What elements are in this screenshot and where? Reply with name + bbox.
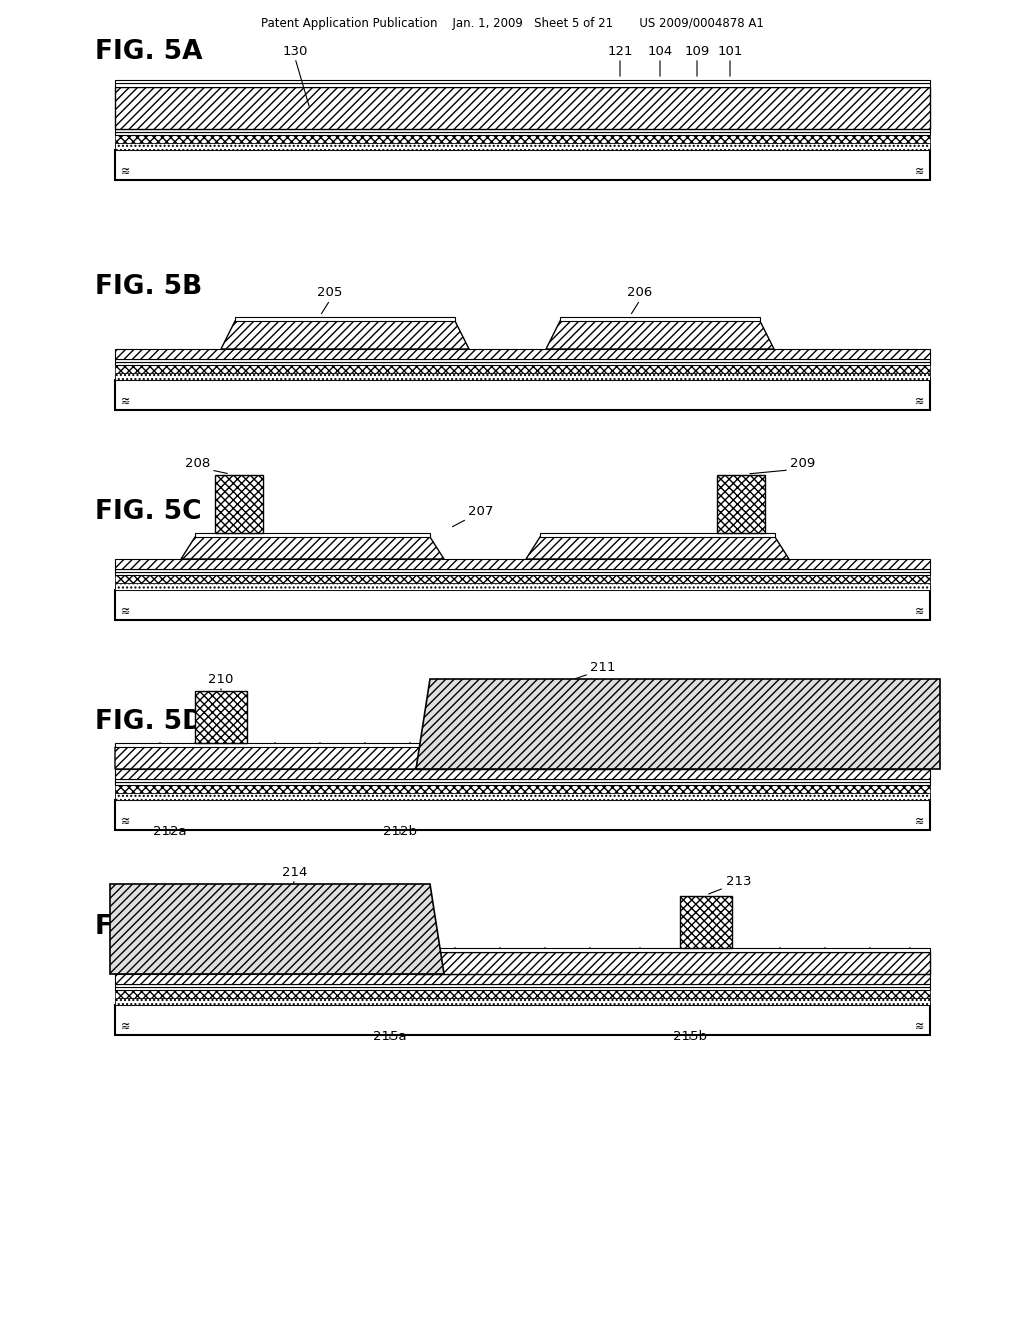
Text: ≋: ≋ <box>120 168 130 177</box>
Text: 109: 109 <box>684 45 710 58</box>
Text: 210: 210 <box>208 673 233 686</box>
Bar <box>115 785 930 793</box>
Text: Patent Application Publication    Jan. 1, 2009   Sheet 5 of 21       US 2009/000: Patent Application Publication Jan. 1, 2… <box>260 16 764 29</box>
Bar <box>430 948 930 952</box>
Text: FIG. 5C: FIG. 5C <box>95 499 202 525</box>
Text: FIG. 5A: FIG. 5A <box>95 40 203 65</box>
Text: ≋: ≋ <box>915 607 925 616</box>
Polygon shape <box>546 321 774 348</box>
Text: 211: 211 <box>590 661 615 675</box>
Text: 209: 209 <box>790 457 815 470</box>
Bar <box>115 132 930 135</box>
Polygon shape <box>526 537 790 558</box>
Text: 213: 213 <box>726 875 752 888</box>
Bar <box>430 743 930 747</box>
Bar <box>115 380 930 411</box>
Bar <box>115 998 930 1005</box>
Polygon shape <box>115 952 444 974</box>
Text: 206: 206 <box>628 286 652 300</box>
Text: 215a: 215a <box>373 1030 407 1043</box>
Text: FIG. 5B: FIG. 5B <box>95 275 203 300</box>
Bar <box>115 974 930 983</box>
Text: 101: 101 <box>718 45 742 58</box>
Bar <box>234 317 455 321</box>
Bar <box>115 800 930 830</box>
Text: 214: 214 <box>283 866 307 879</box>
Bar <box>560 317 760 321</box>
Polygon shape <box>416 678 940 770</box>
Text: 207: 207 <box>468 506 494 517</box>
Text: ≋: ≋ <box>120 607 130 616</box>
Bar <box>115 143 930 150</box>
Bar <box>115 743 430 747</box>
Text: FIG. 5D: FIG. 5D <box>95 709 204 735</box>
Bar <box>540 533 775 537</box>
Bar <box>115 87 930 129</box>
Text: ≋: ≋ <box>120 1022 130 1032</box>
Bar <box>195 690 247 743</box>
Bar <box>115 135 930 143</box>
Text: 130: 130 <box>283 45 307 58</box>
Polygon shape <box>110 884 444 974</box>
Bar <box>115 987 930 990</box>
Text: FIG. 5E: FIG. 5E <box>95 913 200 940</box>
Polygon shape <box>416 952 930 974</box>
Text: 212a: 212a <box>154 825 186 838</box>
Polygon shape <box>115 747 444 770</box>
Bar <box>195 896 247 948</box>
Bar <box>115 83 930 87</box>
Text: 205: 205 <box>317 286 343 300</box>
Bar <box>115 569 930 572</box>
Bar <box>115 348 930 359</box>
Bar <box>115 359 930 362</box>
Bar <box>115 583 930 590</box>
Polygon shape <box>416 747 930 770</box>
Bar <box>115 362 930 366</box>
Bar <box>115 150 930 180</box>
Text: ≋: ≋ <box>120 817 130 828</box>
Bar <box>115 81 930 83</box>
Bar <box>215 475 263 533</box>
Bar <box>115 374 930 380</box>
Text: 212b: 212b <box>383 825 417 838</box>
Text: 215b: 215b <box>673 1030 707 1043</box>
Text: 208: 208 <box>184 457 210 470</box>
Bar <box>115 770 930 779</box>
Polygon shape <box>221 321 469 348</box>
Bar <box>115 948 430 952</box>
Text: 121: 121 <box>607 45 633 58</box>
Bar <box>115 558 930 569</box>
Text: ≋: ≋ <box>120 397 130 407</box>
Text: ≋: ≋ <box>915 168 925 177</box>
Bar <box>680 896 732 948</box>
Bar <box>115 781 930 785</box>
Bar <box>115 779 930 781</box>
Text: 104: 104 <box>647 45 673 58</box>
Bar <box>750 690 802 743</box>
Text: ≋: ≋ <box>915 397 925 407</box>
Bar <box>115 1005 930 1035</box>
Bar <box>195 533 430 537</box>
Polygon shape <box>181 537 444 558</box>
Bar <box>115 129 930 132</box>
Bar <box>115 590 930 620</box>
Bar <box>115 990 930 998</box>
Bar <box>115 572 930 576</box>
Bar <box>115 576 930 583</box>
Text: ≋: ≋ <box>915 817 925 828</box>
Bar <box>115 983 930 987</box>
Bar <box>115 366 930 374</box>
Bar <box>717 475 765 533</box>
Text: ≋: ≋ <box>915 1022 925 1032</box>
Bar <box>115 793 930 800</box>
